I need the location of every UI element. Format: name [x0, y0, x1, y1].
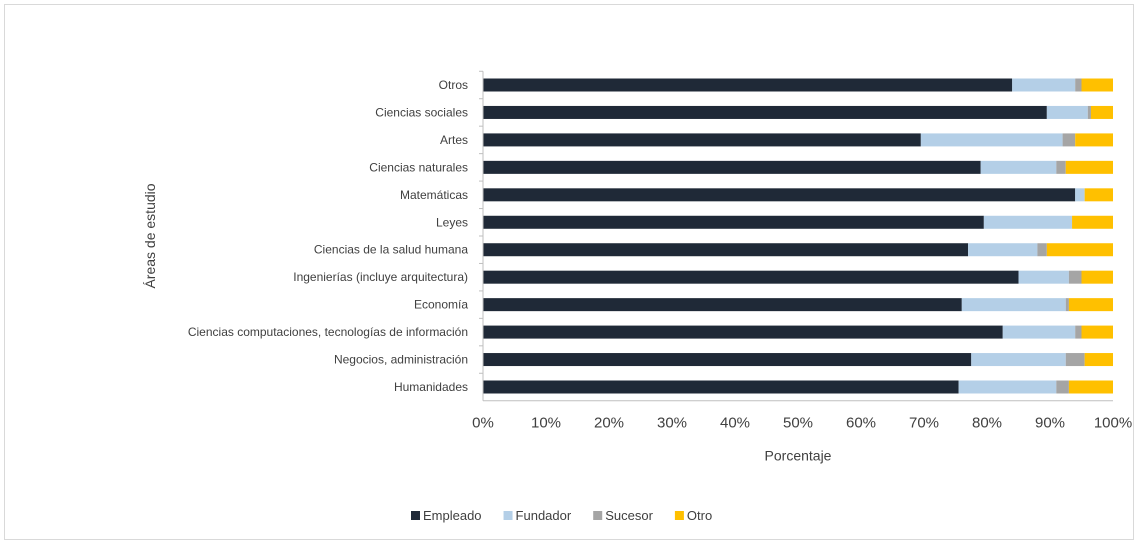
- bar-segment-sucesor-8: [1056, 160, 1066, 174]
- category-label: Otros: [439, 78, 468, 92]
- bar-segment-empleado-6: [483, 215, 984, 229]
- bar-segment-fundador-9: [920, 133, 1063, 147]
- bar-segment-fundador-3: [961, 298, 1066, 312]
- bar-segment-empleado-8: [483, 160, 981, 174]
- bar-segment-fundador-7: [1075, 188, 1085, 202]
- bar-segment-fundador-6: [983, 215, 1073, 229]
- bar-segment-otro-0: [1068, 380, 1113, 394]
- legend-swatch-otro: [674, 511, 684, 520]
- bar-segment-otro-1: [1084, 353, 1113, 367]
- chart-frame: Humanidades Negocios, administración Cienc…: [4, 4, 1134, 540]
- category-label: Ciencias naturales: [369, 160, 468, 174]
- legend-label-fundador: Fundador: [516, 508, 572, 523]
- x-tick-label: 40%: [720, 415, 750, 432]
- bar-segment-fundador-11: [1012, 78, 1076, 92]
- bar-segment-otro-11: [1081, 78, 1113, 92]
- axes: [479, 70, 1113, 402]
- bar-segment-otro-2: [1081, 325, 1113, 339]
- x-tick-label: 80%: [972, 415, 1002, 432]
- bar-segment-empleado-11: [483, 78, 1013, 92]
- bar-segment-otro-10: [1090, 105, 1113, 119]
- x-tick-label: 60%: [846, 415, 876, 432]
- bar-segment-otro-5: [1046, 243, 1113, 257]
- category-label: Negocios, administración: [334, 353, 468, 367]
- stacked-bar-chart: Humanidades Negocios, administración Cienc…: [142, 70, 1132, 523]
- x-tick-label: 0%: [472, 415, 494, 432]
- bar-segment-empleado-10: [483, 105, 1047, 119]
- x-tick-label: 90%: [1035, 415, 1065, 432]
- y-axis-title: Áreas de estudio: [142, 183, 158, 288]
- bar-segment-sucesor-2: [1075, 325, 1082, 339]
- category-label: Matemáticas: [400, 188, 468, 202]
- legend-swatch-sucesor: [593, 511, 603, 520]
- category-label: Ciencias computaciones, tecnologías de i…: [188, 325, 468, 339]
- legend-label-sucesor: Sucesor: [605, 508, 653, 523]
- bar-segment-sucesor-10: [1087, 105, 1091, 119]
- category-label: Artes: [440, 133, 468, 147]
- x-tick-labels: 0% 10% 20% 30% 40% 50% 60% 70% 80% 90% 100%: [472, 415, 1132, 432]
- bar-segment-sucesor-5: [1037, 243, 1047, 257]
- category-label: Ingenierías (incluye arquitectura): [293, 270, 468, 284]
- bar-segment-fundador-0: [958, 380, 1057, 394]
- bar-segment-empleado-5: [483, 243, 969, 257]
- x-tick-label: 20%: [594, 415, 624, 432]
- x-tick-label: 10%: [531, 415, 561, 432]
- category-label: Economía: [414, 298, 468, 312]
- bar-segment-otro-9: [1075, 133, 1113, 147]
- bar-segment-fundador-4: [1018, 270, 1069, 284]
- bar-segment-empleado-7: [483, 188, 1076, 202]
- bar-segment-sucesor-1: [1065, 353, 1085, 367]
- bar-segment-sucesor-4: [1068, 270, 1082, 284]
- category-label: Ciencias de la salud humana: [314, 243, 468, 257]
- bar-segment-sucesor-11: [1075, 78, 1082, 92]
- bar-segment-fundador-10: [1046, 105, 1088, 119]
- bar-segment-empleado-2: [483, 325, 1003, 339]
- x-tick-label: 50%: [783, 415, 813, 432]
- bar-segment-otro-4: [1081, 270, 1113, 284]
- legend-label-empleado: Empleado: [423, 508, 482, 523]
- category-label: Leyes: [436, 215, 468, 229]
- category-label: Ciencias sociales: [375, 105, 468, 119]
- legend-label-otro: Otro: [687, 508, 712, 523]
- bar-segment-empleado-1: [483, 353, 972, 367]
- bar-segment-empleado-9: [483, 133, 921, 147]
- bar-segment-fundador-8: [980, 160, 1057, 174]
- bar-segment-sucesor-3: [1065, 298, 1069, 312]
- bar-segment-otro-8: [1065, 160, 1113, 174]
- bar-segment-sucesor-0: [1056, 380, 1069, 394]
- bar-segment-otro-3: [1068, 298, 1113, 312]
- bar-segment-empleado-0: [483, 380, 959, 394]
- category-labels: Humanidades Negocios, administración Cienc…: [188, 78, 468, 394]
- x-tick-label: 30%: [657, 415, 687, 432]
- bar-segment-otro-6: [1072, 215, 1113, 229]
- x-tick-label: 100%: [1094, 415, 1132, 432]
- bar-segment-sucesor-9: [1062, 133, 1076, 147]
- bar-segment-otro-7: [1084, 188, 1113, 202]
- legend-swatch-empleado: [411, 511, 420, 520]
- bar-segment-fundador-2: [1002, 325, 1076, 339]
- bar-segment-fundador-1: [971, 353, 1066, 367]
- category-label: Humanidades: [394, 380, 468, 394]
- x-axis-title: Porcentaje: [765, 448, 832, 464]
- bar-segment-empleado-3: [483, 298, 962, 312]
- bar-segment-fundador-5: [968, 243, 1038, 257]
- legend-swatch-fundador: [503, 511, 513, 520]
- bars-layer: [483, 78, 1113, 394]
- x-tick-label: 70%: [909, 415, 939, 432]
- bar-segment-empleado-4: [483, 270, 1019, 284]
- legend: Empleado Fundador Sucesor Otro: [411, 508, 712, 523]
